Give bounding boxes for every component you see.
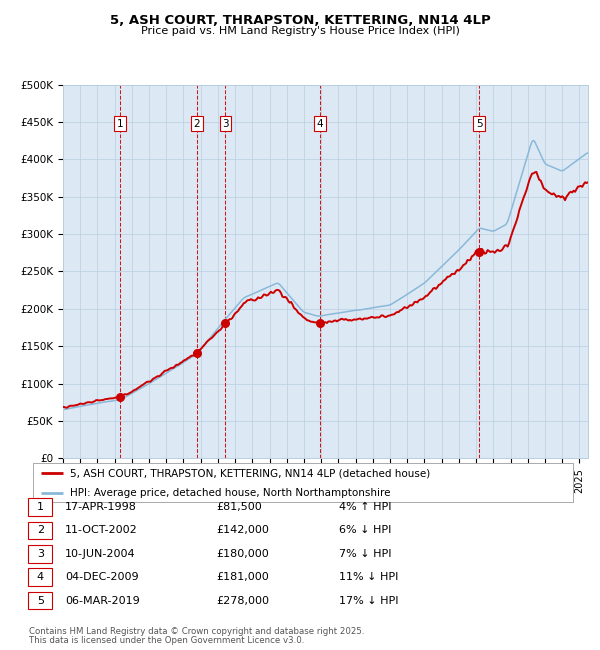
- Text: 3: 3: [222, 119, 229, 129]
- Text: £81,500: £81,500: [216, 502, 262, 512]
- Text: 6% ↓ HPI: 6% ↓ HPI: [339, 525, 391, 536]
- Text: 1: 1: [37, 502, 44, 512]
- Text: This data is licensed under the Open Government Licence v3.0.: This data is licensed under the Open Gov…: [29, 636, 304, 645]
- Text: 2: 2: [37, 525, 44, 536]
- Text: 5, ASH COURT, THRAPSTON, KETTERING, NN14 4LP (detached house): 5, ASH COURT, THRAPSTON, KETTERING, NN14…: [70, 469, 430, 478]
- Text: 4% ↑ HPI: 4% ↑ HPI: [339, 502, 391, 512]
- Text: 3: 3: [37, 549, 44, 559]
- Text: 04-DEC-2009: 04-DEC-2009: [65, 572, 139, 582]
- Text: 7% ↓ HPI: 7% ↓ HPI: [339, 549, 391, 559]
- Text: 2: 2: [194, 119, 200, 129]
- Text: £278,000: £278,000: [216, 595, 269, 606]
- Text: £142,000: £142,000: [216, 525, 269, 536]
- Text: £181,000: £181,000: [216, 572, 269, 582]
- Text: 5: 5: [37, 595, 44, 606]
- Text: 10-JUN-2004: 10-JUN-2004: [65, 549, 136, 559]
- Text: 5, ASH COURT, THRAPSTON, KETTERING, NN14 4LP: 5, ASH COURT, THRAPSTON, KETTERING, NN14…: [110, 14, 490, 27]
- Text: 11% ↓ HPI: 11% ↓ HPI: [339, 572, 398, 582]
- Text: 17-APR-1998: 17-APR-1998: [65, 502, 137, 512]
- Text: Price paid vs. HM Land Registry's House Price Index (HPI): Price paid vs. HM Land Registry's House …: [140, 26, 460, 36]
- Text: Contains HM Land Registry data © Crown copyright and database right 2025.: Contains HM Land Registry data © Crown c…: [29, 627, 364, 636]
- Text: 11-OCT-2002: 11-OCT-2002: [65, 525, 137, 536]
- Text: £180,000: £180,000: [216, 549, 269, 559]
- Text: 17% ↓ HPI: 17% ↓ HPI: [339, 595, 398, 606]
- Text: 1: 1: [116, 119, 123, 129]
- Text: 4: 4: [317, 119, 323, 129]
- Text: 5: 5: [476, 119, 482, 129]
- Text: 4: 4: [37, 572, 44, 582]
- Text: HPI: Average price, detached house, North Northamptonshire: HPI: Average price, detached house, Nort…: [70, 488, 390, 498]
- Text: 06-MAR-2019: 06-MAR-2019: [65, 595, 140, 606]
